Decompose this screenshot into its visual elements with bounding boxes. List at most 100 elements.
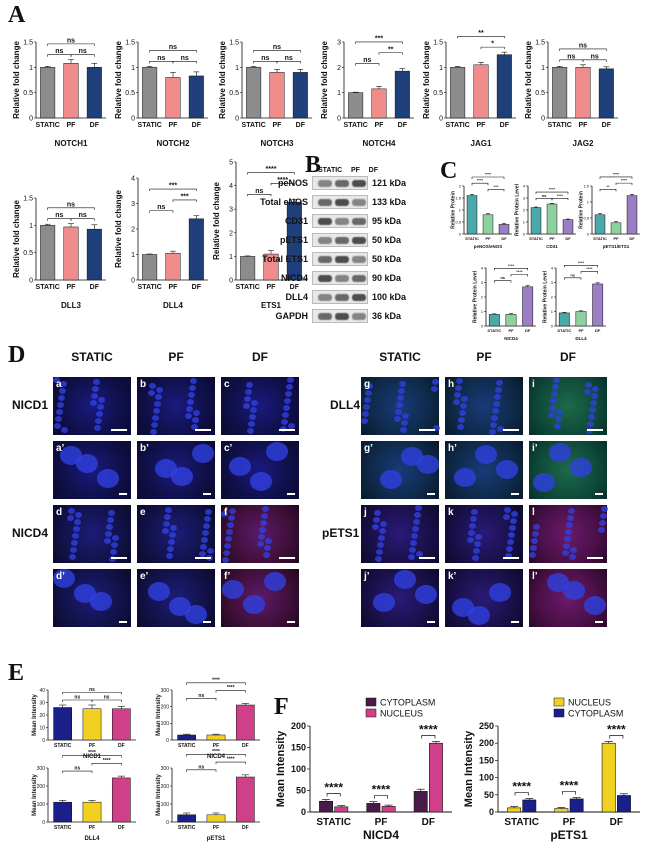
x-tick-label: PF bbox=[67, 284, 77, 291]
significance-bracket bbox=[564, 265, 598, 268]
scale-bar bbox=[119, 493, 127, 495]
nucleus-blob bbox=[94, 425, 101, 431]
significance-label: ns bbox=[570, 272, 575, 277]
nucleus-blob bbox=[243, 403, 250, 409]
chart-f-pets1: 0 50 100 150 200 250 **** STATIC **** PF **** DF pET… bbox=[463, 697, 640, 842]
wb-row-label: GAPDH bbox=[275, 311, 308, 321]
y-tick-label: 3 bbox=[337, 39, 341, 46]
nucleus-blob bbox=[55, 416, 62, 422]
y-axis-label: Mean Intensity bbox=[275, 730, 287, 807]
significance-bracket bbox=[564, 277, 582, 280]
x-tick-label: PF bbox=[375, 122, 385, 129]
nucleus-blob bbox=[250, 407, 257, 413]
x-axis-label: NICD4 bbox=[207, 754, 226, 760]
wb-row-label: CD31 bbox=[284, 216, 308, 226]
x-tick-label: STATIC bbox=[548, 122, 572, 129]
wb-band bbox=[335, 199, 349, 206]
nucleus-blob bbox=[281, 419, 288, 425]
significance-bracket bbox=[172, 61, 197, 64]
nucleus-blob bbox=[167, 546, 174, 552]
x-tick-label: DF bbox=[602, 122, 612, 129]
y-tick-label: 2 bbox=[459, 183, 462, 188]
y-axis-label: Relative fold change bbox=[12, 200, 21, 278]
y-axis-label: Relative fold change bbox=[212, 182, 221, 260]
wb-kda-label: 95 kDa bbox=[372, 216, 402, 226]
bar-static bbox=[142, 67, 158, 119]
nucleus-blob bbox=[148, 582, 170, 601]
nucleus-blob bbox=[91, 393, 98, 399]
bar-nucleus-pf bbox=[381, 806, 396, 813]
significance-bracket bbox=[562, 791, 576, 795]
nucleus-blob bbox=[229, 457, 251, 476]
significance-bracket bbox=[276, 61, 301, 64]
nucleus-blob bbox=[58, 395, 65, 401]
nucleus-blob bbox=[97, 404, 104, 410]
nucleus-blob bbox=[590, 400, 597, 406]
wb-band-strip bbox=[312, 271, 368, 285]
nucleus-blob bbox=[570, 547, 577, 553]
y-tick-label: 1.5 bbox=[535, 39, 545, 46]
y-tick-label: 1.5 bbox=[23, 195, 33, 202]
nucleus-blob bbox=[192, 417, 199, 423]
nucleus-blob bbox=[192, 444, 214, 463]
micrograph-panel: i’ bbox=[528, 440, 608, 500]
x-tick-label: STATIC bbox=[36, 284, 60, 291]
x-tick-label: DF bbox=[629, 236, 635, 241]
x-tick-label: DF bbox=[242, 825, 249, 831]
y-tick-label: 1.5 bbox=[23, 39, 33, 46]
significance-bracket bbox=[326, 793, 341, 797]
bar-df bbox=[562, 219, 574, 235]
y-tick-label: 4 bbox=[551, 265, 554, 270]
micrograph-panel: k’ bbox=[444, 568, 524, 628]
significance-label: **** bbox=[516, 269, 523, 274]
legend-swatch bbox=[553, 697, 565, 707]
micrograph-panel: l bbox=[528, 504, 608, 564]
nucleus-blob bbox=[164, 514, 171, 520]
x-tick-label: DF bbox=[422, 817, 435, 828]
panel-letter-a: A bbox=[8, 2, 26, 28]
significance-bracket bbox=[609, 735, 624, 739]
significance-label: *** bbox=[494, 184, 499, 189]
nucleus-blob bbox=[149, 383, 156, 389]
nucleus-blob bbox=[400, 427, 407, 433]
nucleus-blob bbox=[53, 377, 60, 383]
nucleus-blob bbox=[250, 472, 272, 491]
wb-row-label: peNOS bbox=[277, 178, 308, 188]
nucleus-blob bbox=[69, 554, 76, 560]
nucleus-blob bbox=[193, 410, 200, 416]
nucleus-blob bbox=[185, 605, 207, 624]
y-tick-label: 30 bbox=[39, 700, 45, 706]
nucleus-blob bbox=[563, 543, 570, 549]
bar-pf bbox=[263, 253, 279, 281]
nucleus-blob bbox=[71, 540, 78, 546]
y-tick-label: 1 bbox=[229, 254, 233, 261]
micro-column-label: DF bbox=[560, 350, 576, 364]
y-tick-label: 1 bbox=[235, 65, 239, 72]
nucleus-blob bbox=[72, 533, 79, 539]
bar-static bbox=[530, 207, 542, 235]
y-tick-label: 1 bbox=[337, 90, 341, 97]
bar-static bbox=[450, 67, 466, 119]
chart-dll4: 0 1 2 3 4 STATIC PF DF ns *** *** DLL4 Relative fold… bbox=[114, 175, 208, 310]
bar-static bbox=[552, 67, 568, 119]
significance-label: **** bbox=[227, 685, 235, 691]
nucleus-blob bbox=[76, 454, 98, 473]
y-tick-label: 10 bbox=[39, 725, 45, 731]
panel-letter-d: D bbox=[8, 342, 26, 368]
y-tick-label: 1 bbox=[131, 65, 135, 72]
y-tick-label: 0.5 bbox=[229, 90, 239, 97]
micrograph-label: i’ bbox=[532, 443, 538, 454]
nucleus-blob bbox=[264, 572, 286, 591]
nucleus-blob bbox=[222, 557, 229, 563]
y-tick-label: 0 bbox=[481, 323, 484, 328]
wb-band bbox=[352, 218, 366, 225]
wb-band bbox=[352, 180, 366, 187]
nucleus-blob bbox=[151, 422, 158, 428]
x-tick-label: PF bbox=[89, 825, 95, 831]
wb-band bbox=[335, 180, 349, 187]
nucleus-blob bbox=[496, 460, 518, 479]
micrograph-panel: a bbox=[52, 376, 132, 436]
nucleus-blob bbox=[454, 392, 461, 398]
significance-bracket bbox=[47, 207, 95, 210]
nucleus-blob bbox=[565, 529, 572, 535]
